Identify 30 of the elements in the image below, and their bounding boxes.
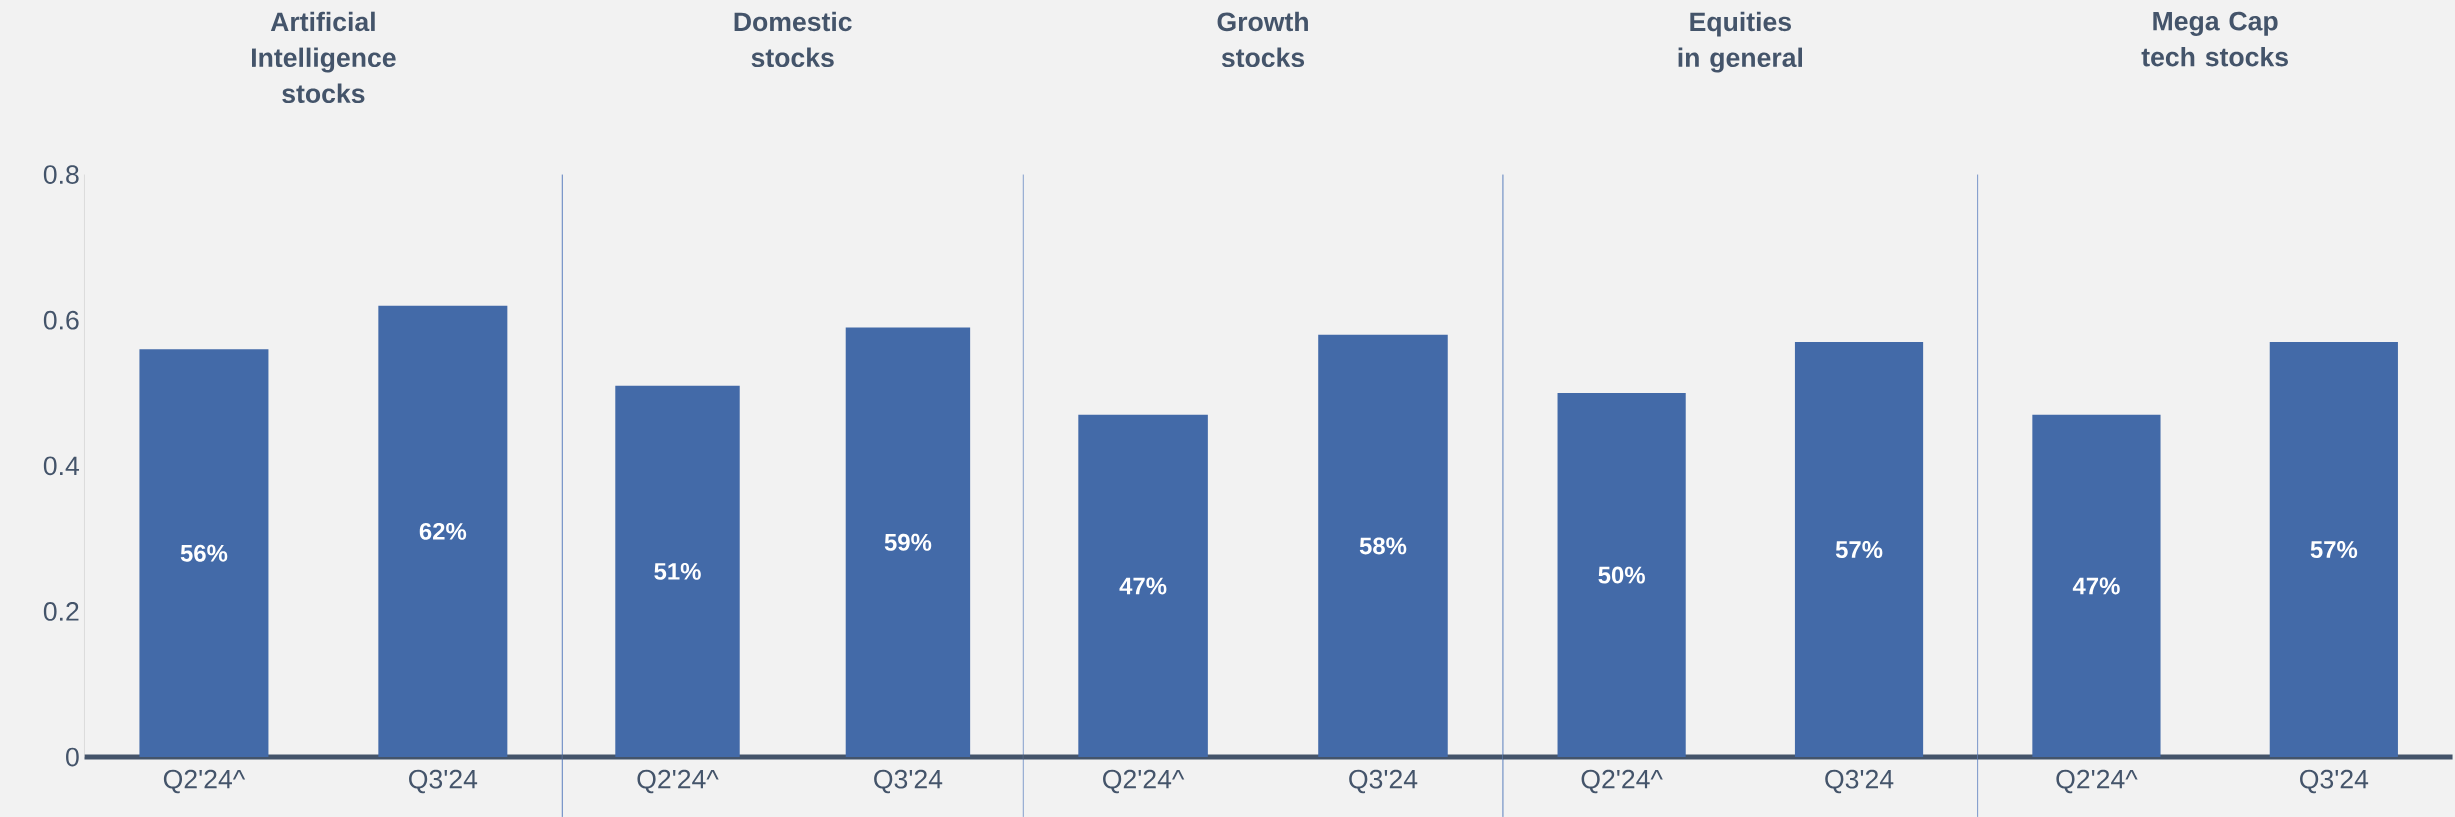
x-tick-label: Q2'24^ [1103, 769, 1185, 794]
x-tick-label: Q3'24 [1825, 769, 1894, 794]
data-label: 58% [1359, 537, 1407, 555]
data-label: 56% [180, 544, 228, 562]
data-label: 47% [2072, 577, 2120, 595]
chart-title: Growth stocks [1217, 11, 1308, 67]
y-tick-label: 0.2 [43, 601, 79, 621]
chart-title: Artificial Intelligence stocks [252, 11, 396, 103]
chart-title: Equities in general [1678, 11, 1802, 73]
chart-title: Domestic stocks [734, 11, 852, 67]
x-tick-label: Q3'24 [2300, 769, 2369, 794]
chart-title: Mega Cap tech stocks [2141, 11, 2288, 67]
x-tick-label: Q2'24^ [1581, 769, 1663, 794]
data-label: 51% [654, 562, 701, 580]
y-tick-label: 0.6 [43, 310, 79, 330]
y-tick-label: 0 [66, 747, 79, 767]
y-tick-label: 0.8 [43, 164, 79, 184]
x-tick-label: Q3'24 [1349, 769, 1418, 794]
x-tick-label: Q3'24 [874, 769, 943, 794]
x-tick-label: Q2'24^ [2056, 769, 2138, 794]
data-label: 47% [1119, 577, 1167, 595]
data-label: 57% [2310, 540, 2358, 558]
x-tick-label: Q3'24 [409, 769, 478, 794]
data-label: 62% [419, 522, 467, 540]
x-tick-label: Q2'24^ [637, 769, 719, 794]
data-label: 57% [1835, 540, 1883, 558]
data-label: 50% [1598, 566, 1645, 584]
x-tick-label: Q2'24^ [163, 769, 246, 794]
y-tick-label: 0.4 [43, 456, 80, 476]
data-label: 59% [884, 533, 932, 551]
